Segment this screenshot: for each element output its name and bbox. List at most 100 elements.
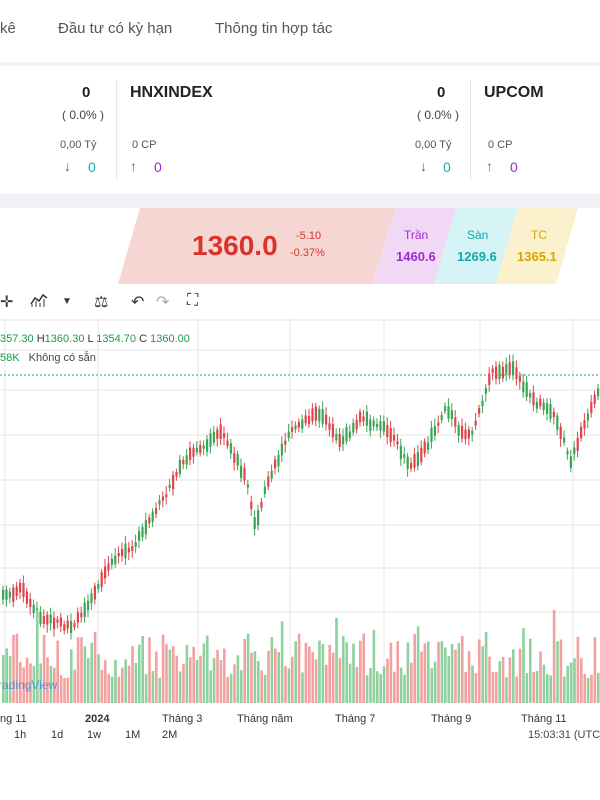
chart-clock: 15:03:31 (UTC+ [528,729,600,741]
reference-label: TC [531,228,547,242]
volume-bar [450,644,454,703]
volume-bar [454,649,457,703]
volume-bar [66,677,70,703]
candle [515,367,518,379]
candle [250,501,253,509]
compare-icon[interactable]: ⚖ [94,294,109,311]
divider [470,80,471,180]
indicators-icon[interactable] [30,292,48,313]
price-background [118,208,396,284]
candle [5,589,8,600]
chevron-down-icon[interactable]: ▼ [62,296,72,307]
candle [127,547,130,553]
timeframe-1M[interactable]: 1M [125,729,141,741]
volume-bar [308,646,311,703]
volume-bar [559,639,563,703]
candle [70,621,73,633]
candle [141,526,144,538]
volume-bar [512,649,515,703]
volume-bar [19,662,22,703]
volume-bar [352,643,355,703]
volume-bar [117,676,121,703]
candle [56,619,59,623]
index-value: 0 [437,84,446,101]
volume-bar [569,662,573,703]
candle [110,558,113,565]
fullscreen-icon[interactable]: ⛶ [187,292,199,309]
volume-bar [155,651,158,703]
volume-bar [580,658,583,703]
volume-note: Không có sẵn [28,352,96,364]
undo-icon[interactable]: ↶ [131,294,145,311]
timeframe-2M[interactable]: 2M [162,729,178,741]
nav-term-investment[interactable]: Đầu tư có kỳ hạn [58,20,173,37]
timeframe-1w[interactable]: 1w [87,729,102,741]
volume-bar [22,667,25,703]
volume-bar [389,642,393,703]
chart-toolbar: ✛ ▼ ⚖ ↶ ↷ ⛶ [0,288,600,318]
volume-bar [124,659,127,703]
volume-bar [114,659,117,703]
nav-item-partial[interactable]: kê [0,20,16,37]
volume-bar [314,659,318,703]
volume-bar [257,660,260,703]
hnx-cp: 0 CP [132,139,157,151]
candle [566,451,569,455]
volume-bar [376,671,379,703]
redo-icon[interactable]: ↷ [156,294,170,311]
volume-bar [280,621,284,703]
ohlc-close-label: C [139,333,148,345]
volume-bar [590,675,593,703]
volume-bar [444,647,447,703]
index-name-upcom[interactable]: UPCOM [484,84,544,101]
price-panel-background [118,208,578,284]
candle [246,484,249,488]
volume-bar [573,658,576,703]
candle [294,425,297,430]
volume-bar [474,673,478,703]
index-name-hnx[interactable]: HNXINDEX [130,84,213,101]
volume-bar [76,637,80,703]
candle [508,362,511,375]
price-chart[interactable]: 357.30 H1360.30 L 1354.70 C 1360.00 58K … [0,318,600,748]
candle [512,361,515,376]
volume-bar [42,634,46,703]
candle [586,413,589,421]
candle [583,420,586,429]
volume-bar [359,640,362,703]
volume-bar [138,644,141,703]
chart-canvas[interactable] [0,318,600,728]
crosshair-icon[interactable]: ✛ [0,294,14,311]
ohlc-low: 1354.70 [96,333,137,345]
candle [257,510,260,526]
volume-bar [63,677,66,703]
index-percent: ( 0.0% ) [417,108,460,122]
volume-bar [362,633,365,703]
volume-bar [461,635,464,703]
volume-bar [539,651,542,703]
candle [15,586,18,597]
volume-bar [100,669,104,703]
timeframe-1d[interactable]: 1d [51,729,64,741]
x-label: Tháng 7 [335,713,376,725]
candle [19,582,22,593]
candle [124,543,127,558]
candle [240,465,243,478]
candle [423,441,426,454]
candle [410,463,413,469]
candle [518,376,521,382]
candle [552,411,555,417]
candle [76,612,79,623]
candle [63,624,66,631]
candle [134,542,137,547]
divider [0,194,600,208]
candle [559,426,562,439]
candle [464,429,467,440]
candle [270,470,273,479]
volume-bar [484,631,488,703]
nav-partner-info[interactable]: Thông tin hợp tác [215,20,333,37]
candle [450,410,453,420]
volume-bar [328,644,331,703]
timeframe-1h[interactable]: 1h [14,729,27,741]
volume-bar [277,652,280,703]
